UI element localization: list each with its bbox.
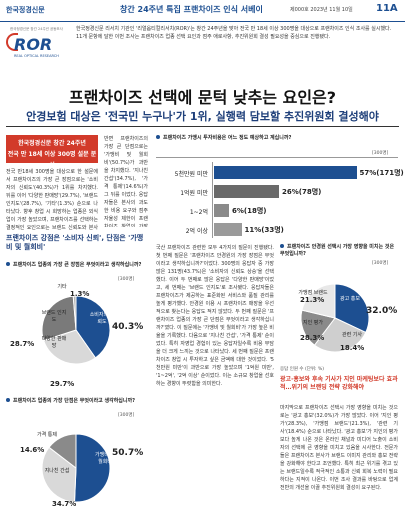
q1-title: 프랜차이즈 업종의 가장 큰 장점은 무엇이라고 생각하십니까? — [6, 262, 146, 269]
issue-date: 제000호 2023년 11월 10일 — [290, 7, 353, 13]
bar — [214, 185, 279, 198]
pie-value-label: 14.6% — [20, 446, 45, 454]
q2-title: 프랜차이즈 업종의 가장 단점은 무엇이라고 생각하십니까? — [6, 398, 146, 405]
pie-value-label: 29.7% — [50, 380, 75, 388]
q1-unit: [300명] — [118, 277, 135, 282]
column1-subhead: 프랜차이즈 강점은 '소비자 신뢰', 단점은 '가맹비 및 월회비' — [6, 234, 144, 251]
headline-divider — [6, 126, 399, 127]
pie-slice — [313, 317, 367, 353]
headline: 프랜차이즈 선택에 문턱 낮추는 요인은? — [68, 88, 337, 107]
pie-value-label: 40.3% — [112, 322, 144, 332]
column2-text: 반면 프랜차이즈의 가장 큰 단점으로는 '가맹비 및 월회비'(50.7%)가… — [104, 136, 148, 227]
pie-slice — [43, 329, 97, 365]
q3-unit: [300명] — [372, 151, 389, 156]
section-title: 창간 24주년 특집 프랜차이즈 인식 서베이 — [120, 5, 263, 14]
pie-chart-disadvantages — [41, 433, 111, 503]
survey-tag-line2: 전국 만 18세 이상 300명 설문 분석 — [7, 151, 97, 169]
column3-text: 국산 프랜차이즈 관련한 모두 4가지의 질문이 진행됐다. 첫 번째 질문은 … — [156, 245, 274, 387]
bar-value-label: 57%(171명) — [359, 169, 404, 177]
pie-category-label: 광고 홍보 — [340, 296, 360, 302]
bar-category-label: 2억 이상 — [185, 228, 208, 235]
pie-category-label: 다양한 판매망 — [41, 336, 67, 349]
logo-brand: ROR — [14, 35, 53, 54]
q4-unit: [300명] — [372, 261, 389, 266]
pie-category-label: 지나친 간섭 — [44, 468, 70, 474]
bar-category-label: 5천만원 미만 — [174, 171, 208, 178]
pie-slice — [73, 433, 111, 503]
page-number: 11A — [376, 3, 398, 14]
pie-slice — [300, 309, 336, 346]
pie-slice — [48, 433, 77, 470]
pie-value-label: 1.3% — [70, 290, 90, 298]
bar-axis — [212, 162, 213, 238]
page-header: 한국정경신문 창간 24주년 특집 프랜차이즈 인식 서베이 제000호 202… — [0, 0, 405, 22]
survey-tag-box: 한국정경신문 창간 24주년 전국 만 18세 이상 300명 설문 분석 — [6, 135, 98, 169]
logo-ring-icon — [6, 33, 18, 51]
logo-bottom-text: REAL OPTICAL RESEARCH — [14, 54, 59, 58]
logo-top-text: 한국정경신문 창간 24주년 공동조사 — [10, 27, 63, 31]
bar-category-label: 1억원 미만 — [180, 190, 208, 197]
bar — [214, 166, 357, 179]
bar — [214, 223, 242, 236]
pie-category-label: 가격 통제 — [37, 432, 57, 438]
column1-text: 전국 만18세 300명을 대상으로 한 설문에서 프랜차이즈의 가장 큰 장점… — [6, 169, 98, 230]
bar-value-label: 6%(18명) — [232, 207, 267, 215]
pie-category-label: 관련 기사 — [342, 332, 362, 338]
column4-subhead: 광고·홍보와 후속 기사가 지인 마케팅보다 효과적…위기의 브랜딩 전략 강화… — [280, 376, 398, 391]
q2-unit: [300명] — [118, 413, 135, 418]
q3-title: 프랜차이즈 가맹시 투자비용은 어느 정도 예상하고 계십니까? — [156, 135, 398, 142]
pie-category-label: 소비자의 신뢰도 — [89, 312, 115, 325]
bar-category-label: 1~2억 — [189, 209, 208, 216]
bar-value-label: 11%(33명) — [244, 226, 284, 234]
column4-text: 마지막으로 프랜차이즈 선택시 가장 영향을 미치는 것으로는 '광고 홍보'(… — [280, 405, 398, 491]
pie-slice — [72, 295, 77, 331]
pie-category-label: 지인 평가 — [303, 320, 323, 326]
q4-title: 프랜차이즈 안경원 선택시 가장 영향을 미치는 것은 무엇입니까? — [280, 244, 398, 258]
pie-chart-selection-factors — [300, 283, 370, 353]
pie-slice — [334, 283, 370, 334]
pie-category-label: 가맹점 브랜드 — [298, 290, 328, 296]
pie-value-label: 28.7% — [10, 340, 35, 348]
pie-value-label: 34.7% — [52, 500, 77, 508]
pie-chart-advantages — [41, 295, 111, 365]
pie-slice — [301, 283, 336, 319]
ror-logo: 한국정경신문 창간 24주년 공동조사 ROR REAL OPTICAL RES… — [6, 25, 72, 67]
pie-value-label: 28.3% — [300, 334, 325, 342]
survey-tag-line1: 한국정경신문 창간 24주년 — [18, 140, 86, 147]
bar-value-label: 26%(78명) — [282, 188, 322, 196]
pie-value-label: 32.0% — [366, 306, 398, 316]
pie-category-label: 가맹비 및 월회비 — [95, 452, 115, 465]
bar — [214, 204, 229, 217]
pie-category-label: 기타 — [57, 284, 67, 290]
sub-headline: 안경보험 대상은 '전국민 누구나'가 1위, 실행력 담보할 추진위원회 결성… — [26, 110, 379, 123]
col4-note: 응답 인원 수 (단위: %) — [280, 367, 325, 372]
pie-value-label: 21.3% — [300, 296, 325, 304]
pie-slice — [41, 446, 77, 503]
pie-slice — [41, 295, 77, 342]
q3-top-rule — [156, 157, 398, 158]
pie-category-label: 브랜드 인지도 — [41, 310, 67, 323]
pie-value-label: 50.7% — [112, 448, 144, 458]
publication-name: 한국정경신문 — [6, 6, 45, 14]
lead-paragraph: 한국정경신문 리서치 기관인 '리얼옵티컬리서치(ROR)'는 창간 24주년을… — [76, 26, 392, 40]
pie-value-label: 18.4% — [340, 344, 365, 352]
pie-slice — [75, 295, 111, 359]
